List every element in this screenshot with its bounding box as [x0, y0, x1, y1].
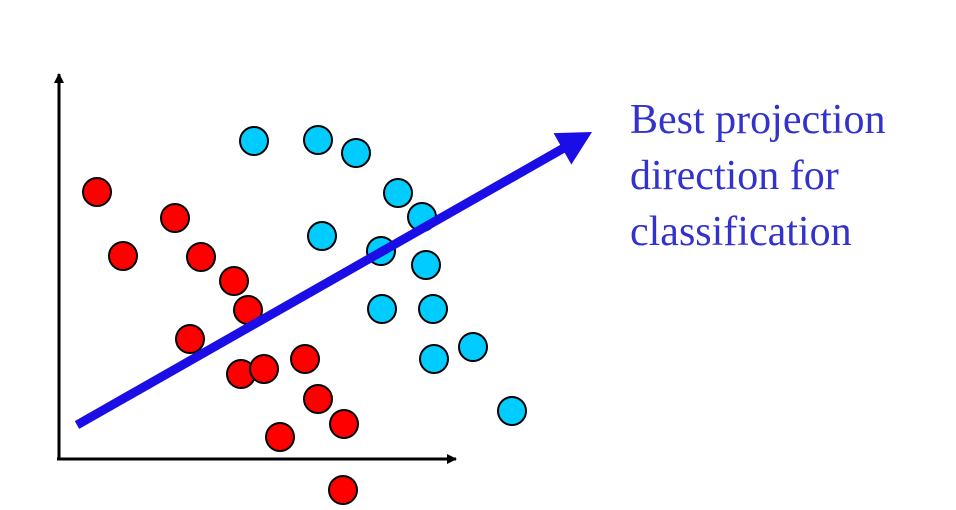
blue-class-point-1: [239, 126, 269, 156]
blue-class-point-13: [497, 396, 527, 426]
red-class-point-11: [303, 384, 333, 414]
projection-arrow: [74, 132, 592, 429]
red-class-point-10: [249, 354, 279, 384]
red-class-point-12: [329, 409, 359, 439]
red-class-point-3: [108, 241, 138, 271]
projection-arrow-head: [553, 132, 592, 165]
red-class-point-2: [160, 203, 190, 233]
blue-class-point-4: [383, 178, 413, 208]
caption-line-2: direction for: [630, 153, 839, 199]
red-class-point-13: [265, 422, 295, 452]
caption: Best projection direction for classifica…: [630, 92, 950, 260]
blue-class-point-2: [303, 125, 333, 155]
projection-arrow-shaft: [74, 143, 567, 429]
blue-class-point-10: [418, 294, 448, 324]
red-class-point-14: [328, 475, 358, 505]
caption-line-1: Best projection: [630, 97, 886, 143]
blue-class-point-6: [307, 221, 337, 251]
red-class-point-8: [290, 344, 320, 374]
blue-class-point-9: [367, 294, 397, 324]
scatter-points: [82, 125, 527, 505]
blue-class-point-12: [458, 332, 488, 362]
red-class-point-4: [186, 242, 216, 272]
red-class-point-1: [82, 177, 112, 207]
blue-class-point-3: [341, 138, 371, 168]
red-class-point-5: [219, 266, 249, 296]
blue-class-point-8: [411, 250, 441, 280]
blue-class-point-11: [419, 344, 449, 374]
caption-line-3: classification: [630, 209, 852, 255]
red-class-point-7: [175, 324, 205, 354]
